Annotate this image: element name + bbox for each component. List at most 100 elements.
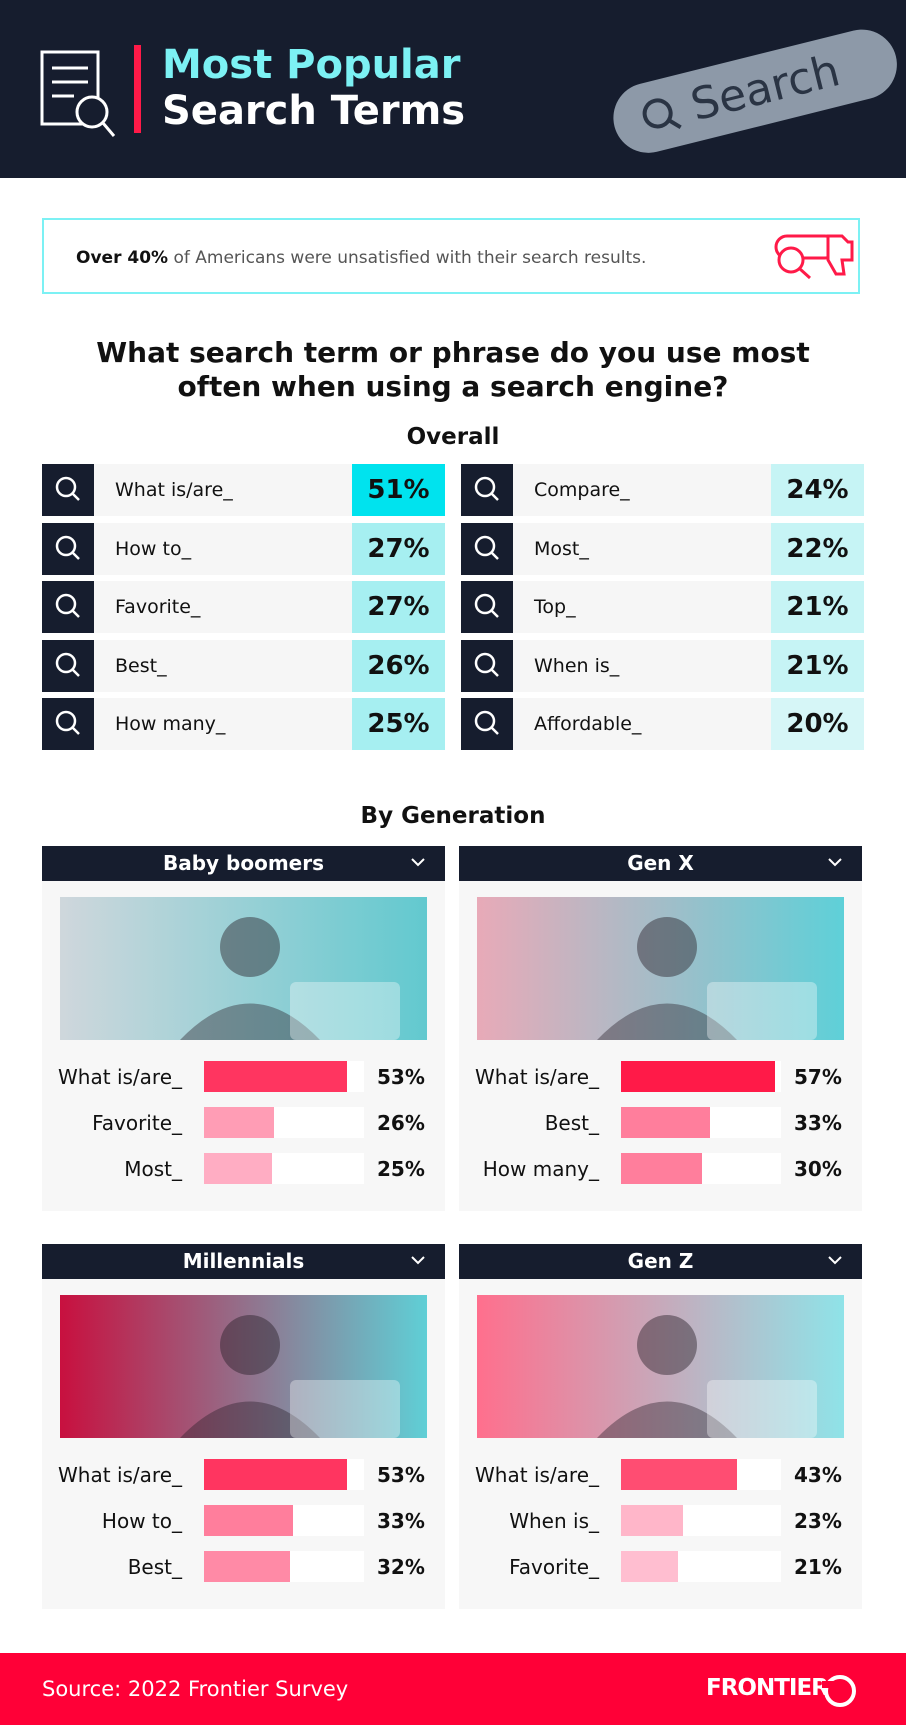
term: What is/are_ xyxy=(475,1463,599,1487)
card-header: Gen X xyxy=(459,846,862,881)
generation-title: By Generation xyxy=(360,803,546,829)
header-art: Search xyxy=(40,29,897,153)
bar xyxy=(621,1061,775,1092)
percent-label: 43% xyxy=(794,1463,842,1487)
search-icon xyxy=(42,522,94,575)
overall-row: Compare_ 24% xyxy=(461,464,864,516)
search-icon xyxy=(461,698,513,750)
overall-row: Favorite_ 27% xyxy=(42,581,445,633)
callout-icon xyxy=(774,234,854,280)
term: When is_ xyxy=(509,1509,599,1533)
overall-row: What is/are_ 51% xyxy=(42,464,445,516)
percent-label: 33% xyxy=(794,1111,842,1135)
term: Most_ xyxy=(534,537,589,560)
title-line-1: Most Popular xyxy=(162,42,461,88)
percent-label: 27% xyxy=(367,592,430,622)
overall-row: Affordable_ 20% xyxy=(461,698,864,750)
overall-row: Best_ 26% xyxy=(42,639,445,692)
photo xyxy=(60,897,427,1040)
generation-card: Gen Z What is/are_ 43% When is_ 23% Favorite_… xyxy=(459,1244,862,1609)
percent-box xyxy=(352,581,445,633)
overall-title: Overall xyxy=(406,424,500,450)
percent-label: 21% xyxy=(786,650,849,681)
percent-label: 53% xyxy=(377,1463,425,1487)
term: When is_ xyxy=(534,654,620,677)
term: Top_ xyxy=(534,596,576,618)
bar xyxy=(621,1459,738,1490)
percent-label: 20% xyxy=(786,709,849,739)
header: Search Most Popular Search Terms xyxy=(0,0,906,178)
search-icon xyxy=(42,698,94,750)
overall-row: How many_ 25% xyxy=(42,698,445,750)
search-icon xyxy=(42,639,94,692)
term: Favorite_ xyxy=(115,596,201,618)
generation-card: Baby boomers What is/are_ 53% Favorite_ 26% M… xyxy=(42,846,445,1211)
term: Compare_ xyxy=(534,479,630,501)
percent-label: 26% xyxy=(377,1111,425,1135)
percent-label: 53% xyxy=(377,1065,425,1089)
generation-card: Gen X What is/are_ 57% Best_ 33% How many_ 30% xyxy=(459,846,862,1211)
percent-box xyxy=(352,522,445,575)
search-icon xyxy=(461,639,513,692)
percent-label: 25% xyxy=(377,1157,425,1181)
question-line-1: What search term or phrase do you use mo… xyxy=(96,336,810,369)
bar xyxy=(204,1505,294,1536)
source: Source: 2022 Frontier Survey xyxy=(42,1677,349,1701)
term: Best_ xyxy=(115,654,167,677)
bar xyxy=(204,1061,348,1092)
percent-box xyxy=(352,464,445,516)
percent-box xyxy=(352,639,445,692)
chevron xyxy=(410,854,426,874)
percent-label: 22% xyxy=(786,533,849,564)
card-header: Millennials xyxy=(42,1244,445,1279)
chevron xyxy=(410,1252,426,1272)
search-icon xyxy=(461,581,513,633)
percent-box xyxy=(771,581,864,633)
logo: FRONTIER xyxy=(706,1675,829,1701)
search-icon xyxy=(461,522,513,575)
title-line-2: Search Terms xyxy=(162,88,466,134)
term: What is/are_ xyxy=(475,1065,599,1089)
percent-label: 57% xyxy=(794,1065,842,1089)
term: How many_ xyxy=(482,1157,599,1181)
bar xyxy=(621,1505,684,1536)
percent-label: 26% xyxy=(367,650,430,681)
percent-label: 33% xyxy=(377,1509,425,1533)
search-icon xyxy=(461,464,513,516)
callout: Over 40% of Americans were unsatisfied w… xyxy=(42,218,860,294)
logo-mark xyxy=(822,1675,856,1707)
bar xyxy=(204,1459,348,1490)
percent-box xyxy=(771,698,864,750)
card-header: Baby boomers xyxy=(42,846,445,881)
term: Affordable_ xyxy=(534,713,642,735)
bar xyxy=(204,1107,275,1138)
bar xyxy=(621,1153,702,1184)
generation-card: Millennials What is/are_ 53% How to_ 33% Best… xyxy=(42,1244,445,1609)
percent-box xyxy=(771,522,864,575)
search-icon xyxy=(42,581,94,633)
term: What is/are_ xyxy=(58,1065,182,1089)
card-header: Gen Z xyxy=(459,1244,862,1279)
percent-label: 23% xyxy=(794,1509,842,1533)
percent-label: 25% xyxy=(367,709,430,739)
term: Favorite_ xyxy=(509,1555,599,1579)
percent-box xyxy=(771,639,864,692)
bar xyxy=(204,1551,291,1582)
percent-label: 32% xyxy=(377,1555,425,1579)
bar xyxy=(621,1107,711,1138)
overall-row: Top_ 21% xyxy=(461,581,864,633)
term: Best_ xyxy=(127,1555,182,1579)
term: What is/are_ xyxy=(115,479,233,501)
photo xyxy=(477,1295,844,1438)
chevron xyxy=(827,1252,843,1272)
callout-bold: Over 40% xyxy=(76,248,169,268)
percent-label: 51% xyxy=(367,475,430,505)
percent-box xyxy=(352,698,445,750)
overall-row: How to_ 27% xyxy=(42,522,445,575)
percent-label: 21% xyxy=(786,592,849,622)
percent-label: 27% xyxy=(367,533,430,564)
callout-text: Over 40% of Americans were unsatisfied w… xyxy=(76,248,646,268)
photo xyxy=(60,1295,427,1438)
percent-label: 21% xyxy=(794,1555,842,1579)
